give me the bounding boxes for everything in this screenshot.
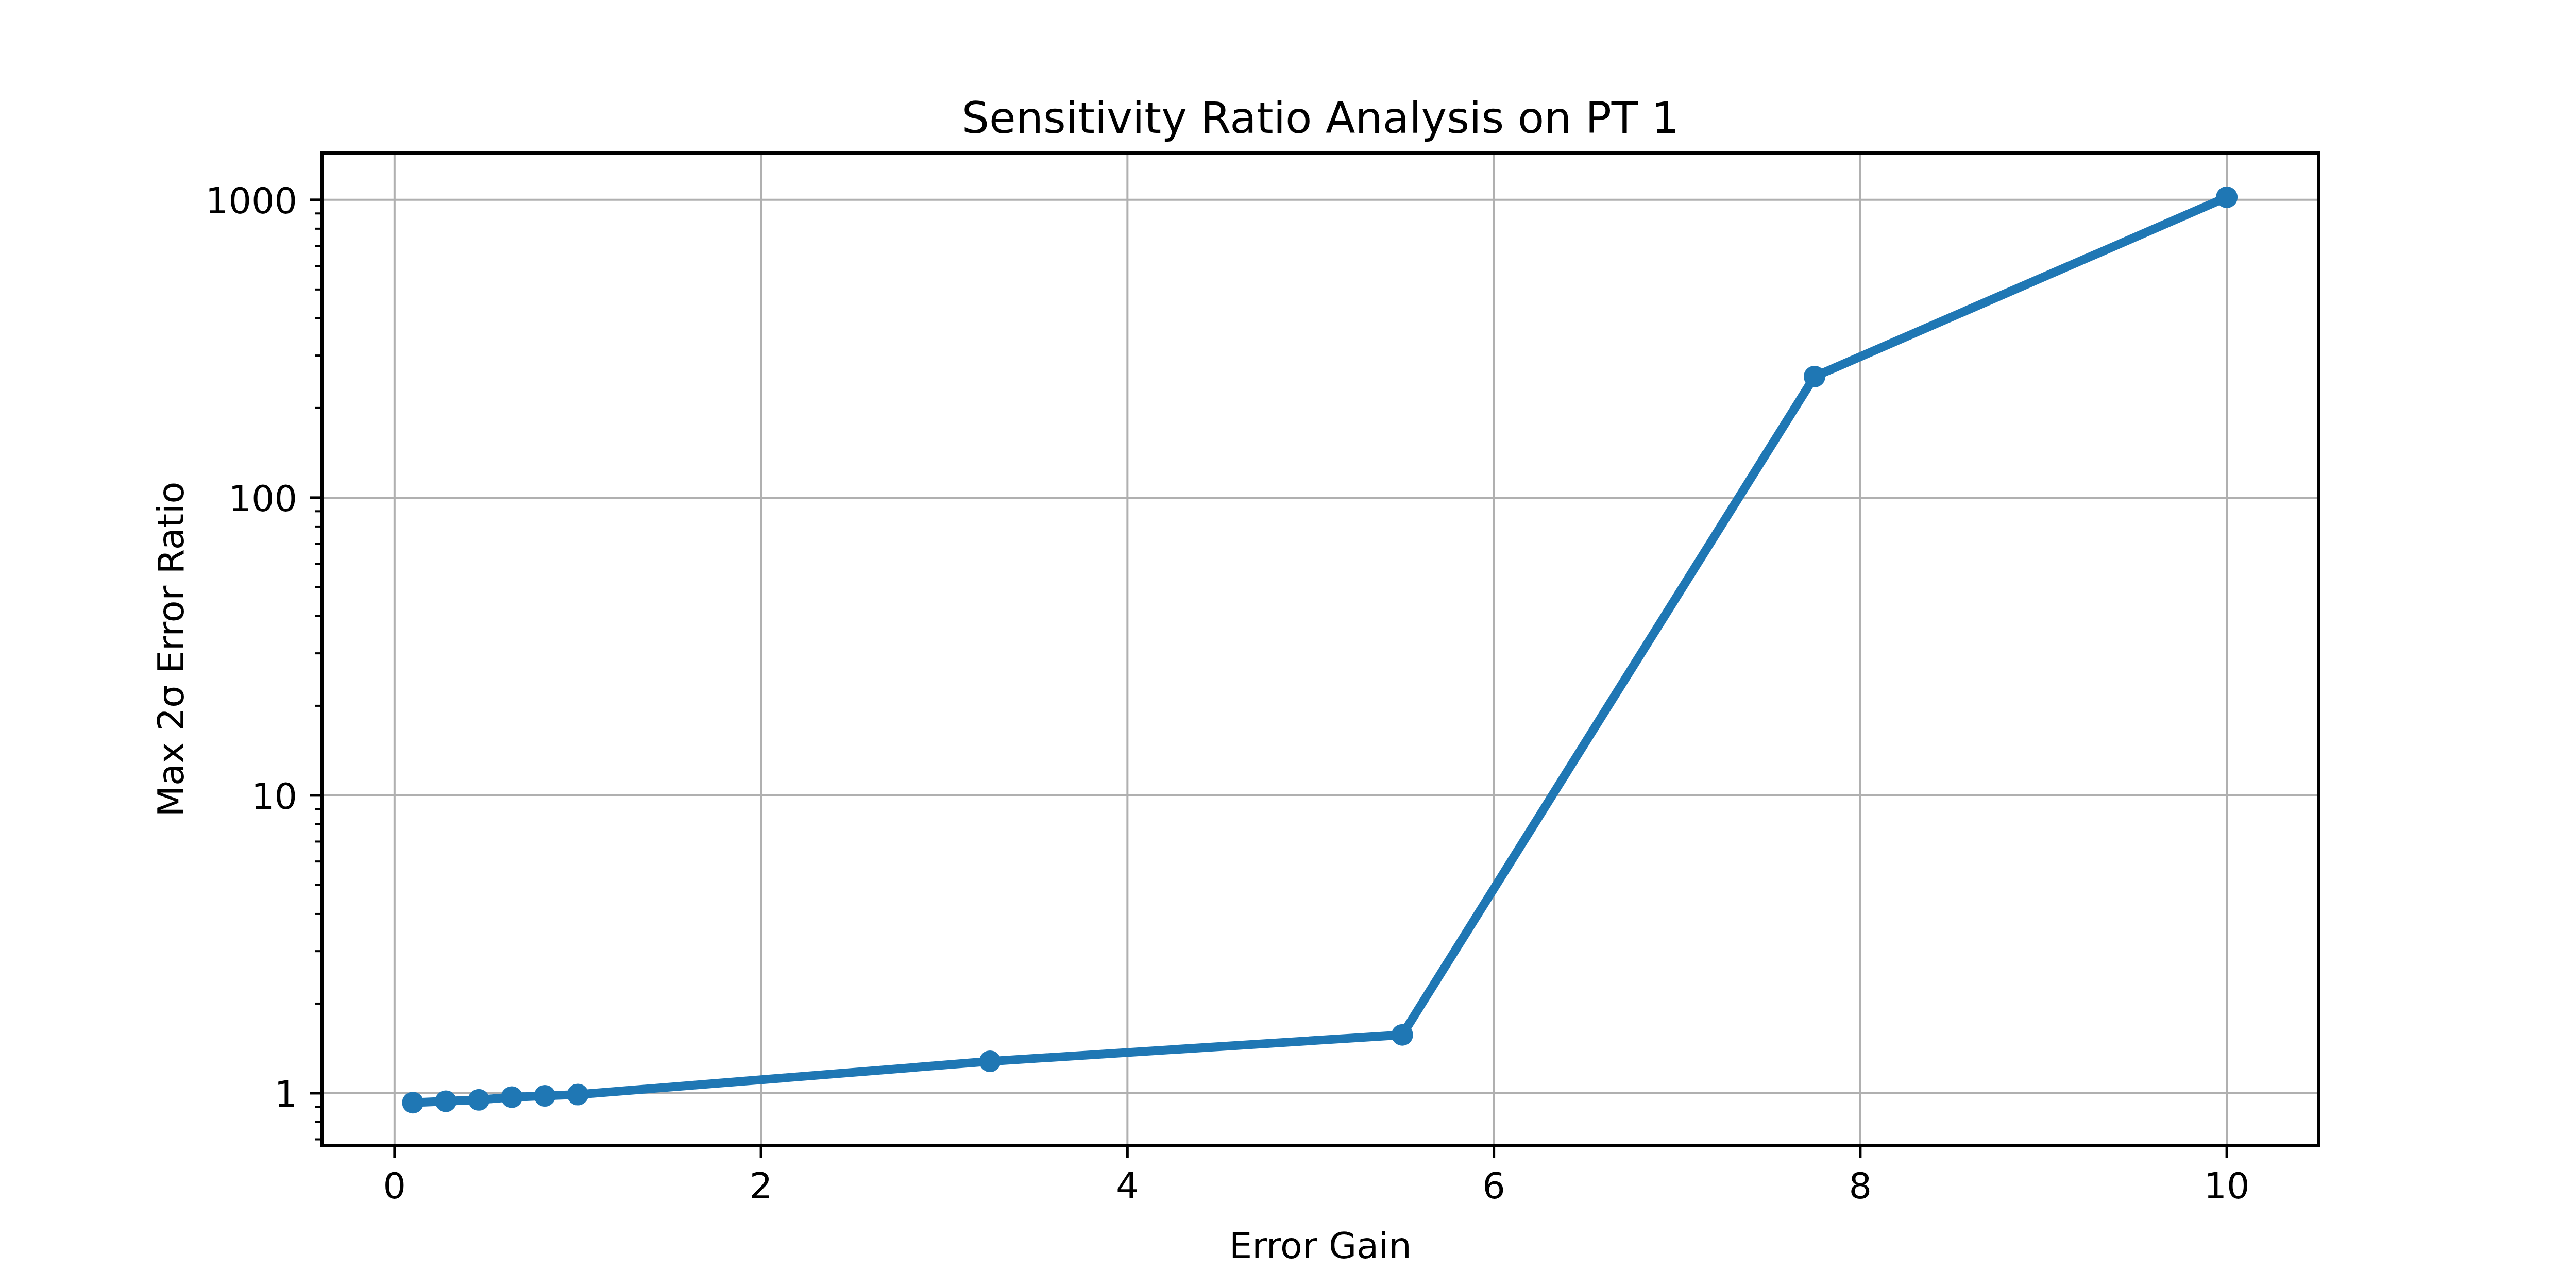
y-tick-label-2: 100 (228, 478, 297, 520)
data-point-sensitivity-ratio-2 (468, 1089, 489, 1111)
chart-title: Sensitivity Ratio Analysis on PT 1 (962, 93, 1680, 143)
grid-lines (322, 153, 2319, 1146)
data-point-sensitivity-ratio-9 (2216, 187, 2238, 208)
data-line-sensitivity-ratio (413, 197, 2227, 1103)
data-point-sensitivity-ratio-8 (1804, 366, 1825, 387)
plot-area: 0 2 4 6 8 10 1 10 100 1000 Sensitivity Ratio Anal… (0, 0, 2576, 1288)
plot-border (322, 153, 2319, 1146)
data-series (402, 187, 2238, 1113)
x-tick-label-0: 0 (383, 1165, 406, 1207)
axis-ticks (310, 200, 2227, 1158)
y-tick-label-0: 1 (274, 1073, 297, 1115)
y-tick-label-1: 10 (251, 775, 297, 818)
x-tick-label-5: 10 (2204, 1165, 2250, 1207)
x-tick-label-3: 6 (1482, 1165, 1505, 1207)
chart-figure: 0 2 4 6 8 10 1 10 100 1000 Sensitivity Ratio Anal… (0, 0, 2576, 1288)
data-point-sensitivity-ratio-6 (979, 1050, 1001, 1072)
tick-labels: 0 2 4 6 8 10 1 10 100 1000 (206, 180, 2250, 1207)
axes-spines (322, 153, 2319, 1146)
data-point-sensitivity-ratio-0 (402, 1092, 423, 1113)
data-point-sensitivity-ratio-1 (435, 1091, 456, 1112)
x-tick-label-1: 2 (750, 1165, 773, 1207)
data-point-sensitivity-ratio-3 (501, 1087, 522, 1108)
x-tick-label-2: 4 (1116, 1165, 1139, 1207)
x-tick-label-4: 8 (1849, 1165, 1872, 1207)
data-point-sensitivity-ratio-7 (1392, 1024, 1413, 1046)
y-tick-label-3: 1000 (206, 180, 297, 222)
y-axis-label: Max 2σ Error Ratio (150, 482, 192, 817)
x-axis-label: Error Gain (1229, 1225, 1412, 1267)
data-point-sensitivity-ratio-5 (567, 1084, 589, 1106)
data-point-sensitivity-ratio-4 (534, 1085, 555, 1107)
